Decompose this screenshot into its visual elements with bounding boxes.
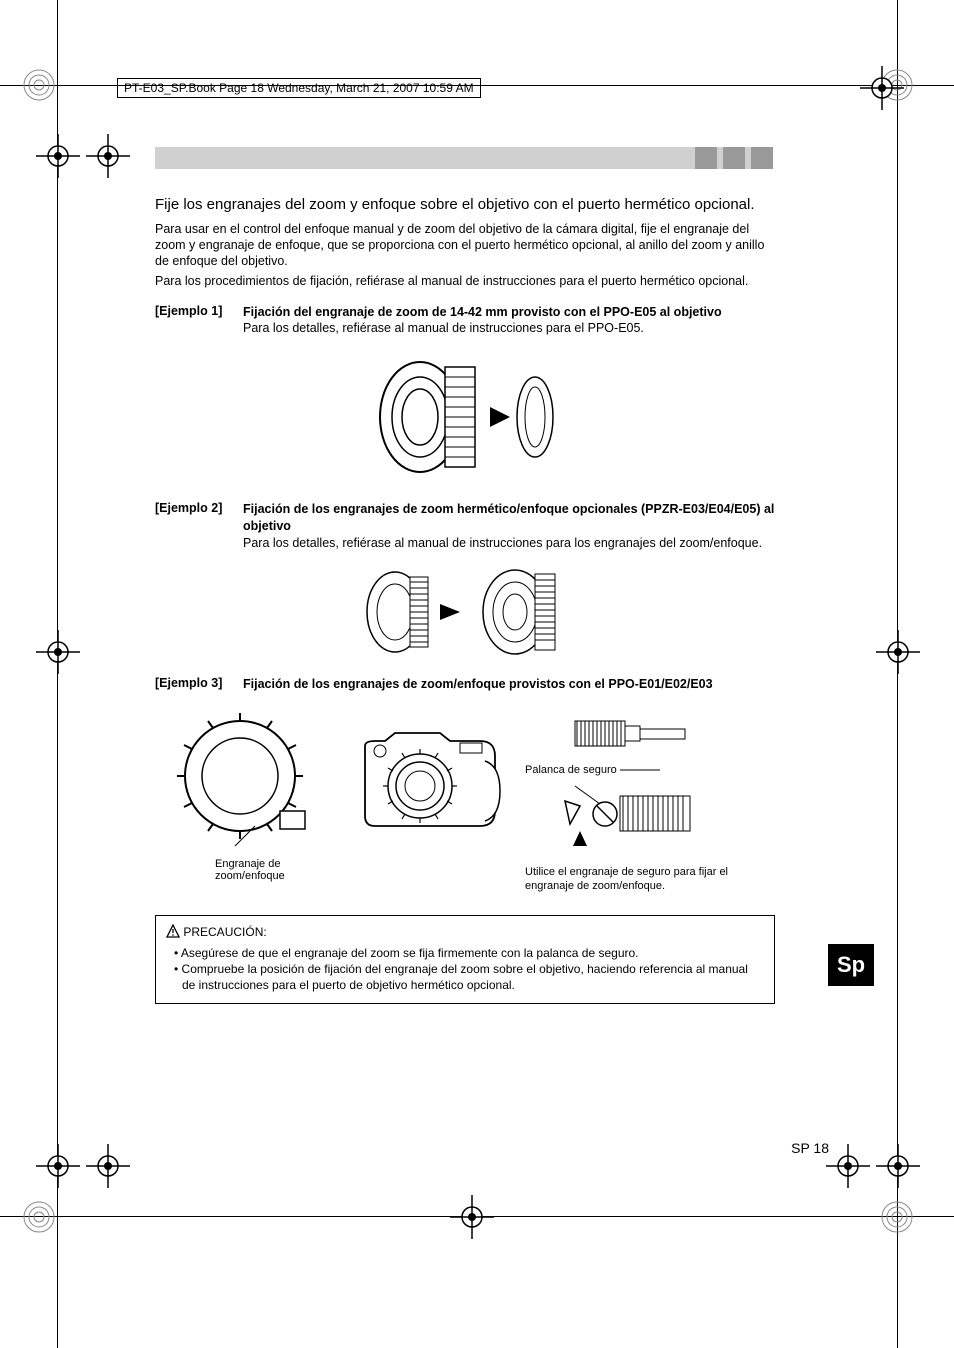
- lock-caption: Utilice el engranaje de seguro para fija…: [525, 865, 775, 894]
- caution-title: PRECAUCIÓN:: [183, 925, 266, 939]
- header-square: [723, 147, 745, 169]
- caution-list: Asegúrese de que el engranaje del zoom s…: [166, 945, 764, 994]
- lock-top-icon: [525, 711, 705, 761]
- lens-gear-diagram-icon: [355, 562, 575, 662]
- example-text: Para los detalles, refiérase al manual d…: [243, 536, 762, 550]
- figure-ex1: [155, 347, 775, 487]
- registration-mark-icon: [22, 68, 56, 102]
- registration-mark-icon: [22, 1200, 56, 1234]
- crosshair-icon: [36, 630, 80, 677]
- example-title: Fijación del engranaje de zoom de 14-42 …: [243, 305, 722, 319]
- header-square: [695, 147, 717, 169]
- header-bar: [155, 147, 770, 169]
- example-title: Fijación de los engranajes de zoom hermé…: [243, 502, 774, 533]
- crosshair-icon: [876, 630, 920, 677]
- content-area: Fije los engranajes del zoom y enfoque s…: [155, 195, 775, 1004]
- example-body: Fijación de los engranajes de zoom/enfoq…: [243, 676, 775, 693]
- ex3-col-gear: Engranaje de zoom/enfoque: [155, 711, 325, 894]
- example-label: [Ejemplo 2]: [155, 501, 243, 552]
- leader-line-icon: [620, 766, 660, 774]
- header-square: [751, 147, 773, 169]
- lever-label: Palanca de seguro: [525, 764, 617, 776]
- figure-ex2: [155, 562, 775, 662]
- crosshair-icon: [826, 1144, 870, 1191]
- example-row: [Ejemplo 1] Fijación del engranaje de zo…: [155, 304, 775, 338]
- caution-title-row: PRECAUCIÓN:: [166, 924, 764, 940]
- crosshair-icon: [860, 66, 904, 113]
- page-number: SP 18: [791, 1140, 829, 1156]
- example-body: Fijación del engranaje de zoom de 14-42 …: [243, 304, 775, 338]
- caution-box: PRECAUCIÓN: Asegúrese de que el engranaj…: [155, 915, 775, 1004]
- crosshair-icon: [450, 1195, 494, 1242]
- lever-label-row: Palanca de seguro: [525, 764, 775, 776]
- crop-header: PT-E03_SP.Book Page 18 Wednesday, March …: [117, 78, 481, 98]
- lock-side-icon: [525, 776, 705, 856]
- ex3-col-lock: Palanca de seguro Utilice el engranaje d…: [525, 711, 775, 894]
- crosshair-icon: [876, 1144, 920, 1191]
- crosshair-icon: [86, 1144, 130, 1191]
- header-squares: [695, 147, 773, 169]
- language-tab: Sp: [828, 944, 874, 986]
- ex3-grid: Engranaje de zoom/enfoque: [155, 711, 775, 894]
- language-tab-label: Sp: [837, 952, 865, 978]
- caution-item: Compruebe la posición de fijación del en…: [174, 961, 764, 993]
- example-row: [Ejemplo 3] Fijación de los engranajes d…: [155, 676, 775, 693]
- crosshair-icon: [86, 134, 130, 181]
- example-title: Fijación de los engranajes de zoom/enfoq…: [243, 677, 713, 691]
- lens-diagram-icon: [365, 347, 565, 487]
- gear-ring-icon: [165, 711, 315, 851]
- warning-icon: [166, 924, 180, 938]
- section-para: Para los procedimientos de fijación, ref…: [155, 273, 775, 289]
- page: PT-E03_SP.Book Page 18 Wednesday, March …: [0, 0, 954, 1348]
- crosshair-icon: [36, 134, 80, 181]
- example-row: [Ejemplo 2] Fijación de los engranajes d…: [155, 501, 775, 552]
- camera-icon: [340, 711, 510, 841]
- registration-mark-icon: [880, 1200, 914, 1234]
- section-para: Para usar en el control del enfoque manu…: [155, 221, 775, 270]
- example-text: Para los detalles, refiérase al manual d…: [243, 321, 644, 335]
- example-body: Fijación de los engranajes de zoom hermé…: [243, 501, 775, 552]
- section-title: Fije los engranajes del zoom y enfoque s…: [155, 195, 775, 215]
- example-label: [Ejemplo 1]: [155, 304, 243, 338]
- ex3-col-camera: [335, 711, 515, 894]
- example-label: [Ejemplo 3]: [155, 676, 243, 693]
- caution-item: Asegúrese de que el engranaje del zoom s…: [174, 945, 764, 961]
- crop-header-text: PT-E03_SP.Book Page 18 Wednesday, March …: [124, 81, 474, 95]
- crosshair-icon: [36, 1144, 80, 1191]
- gear-caption: Engranaje de zoom/enfoque: [155, 858, 325, 882]
